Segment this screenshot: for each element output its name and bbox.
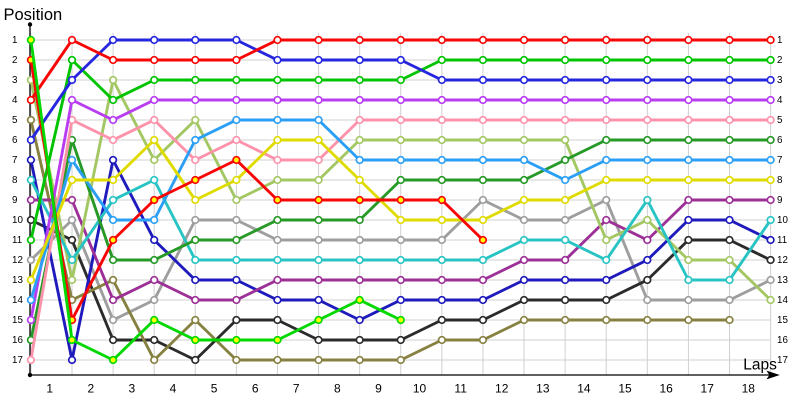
- svg-text:7: 7: [12, 155, 17, 166]
- svg-text:15: 15: [618, 382, 632, 396]
- svg-text:Position: Position: [4, 6, 63, 24]
- svg-text:16: 16: [777, 335, 788, 346]
- svg-text:2: 2: [87, 382, 94, 396]
- svg-text:4: 4: [170, 382, 177, 396]
- svg-text:8: 8: [12, 175, 18, 186]
- svg-text:8: 8: [777, 175, 783, 186]
- svg-text:14: 14: [577, 382, 591, 396]
- svg-text:15: 15: [12, 315, 23, 326]
- svg-text:5: 5: [12, 115, 18, 126]
- svg-text:12: 12: [495, 382, 509, 396]
- svg-text:6: 6: [777, 135, 783, 146]
- svg-text:4: 4: [777, 95, 783, 106]
- svg-text:13: 13: [777, 275, 788, 286]
- svg-text:9: 9: [375, 382, 382, 396]
- svg-text:4: 4: [12, 95, 18, 106]
- svg-text:7: 7: [293, 382, 300, 396]
- svg-text:13: 13: [536, 382, 550, 396]
- svg-text:17: 17: [701, 382, 715, 396]
- svg-text:1: 1: [46, 382, 53, 396]
- svg-text:8: 8: [334, 382, 341, 396]
- svg-text:12: 12: [12, 255, 23, 266]
- svg-text:9: 9: [12, 195, 17, 206]
- svg-text:3: 3: [12, 75, 18, 86]
- svg-text:1: 1: [12, 35, 17, 46]
- svg-text:13: 13: [12, 275, 23, 286]
- svg-text:18: 18: [742, 382, 756, 396]
- svg-text:16: 16: [659, 382, 673, 396]
- svg-text:10: 10: [413, 382, 427, 396]
- svg-text:1: 1: [777, 35, 782, 46]
- svg-text:5: 5: [211, 382, 218, 396]
- svg-text:2: 2: [12, 55, 17, 66]
- svg-text:14: 14: [777, 295, 788, 306]
- svg-text:17: 17: [777, 355, 788, 366]
- svg-text:6: 6: [12, 135, 18, 146]
- svg-text:3: 3: [129, 382, 136, 396]
- svg-text:Laps: Laps: [743, 356, 777, 373]
- svg-text:11: 11: [454, 382, 467, 396]
- svg-text:17: 17: [12, 355, 23, 366]
- svg-text:6: 6: [252, 382, 259, 396]
- svg-text:10: 10: [12, 215, 23, 226]
- svg-text:10: 10: [777, 215, 788, 226]
- svg-text:12: 12: [777, 255, 788, 266]
- svg-text:16: 16: [12, 335, 23, 346]
- svg-text:2: 2: [777, 55, 782, 66]
- svg-text:5: 5: [777, 115, 783, 126]
- svg-text:7: 7: [777, 155, 782, 166]
- svg-text:11: 11: [12, 235, 22, 246]
- svg-text:14: 14: [12, 295, 23, 306]
- svg-text:11: 11: [777, 235, 787, 246]
- svg-text:9: 9: [777, 195, 782, 206]
- svg-text:15: 15: [777, 315, 788, 326]
- svg-text:3: 3: [777, 75, 783, 86]
